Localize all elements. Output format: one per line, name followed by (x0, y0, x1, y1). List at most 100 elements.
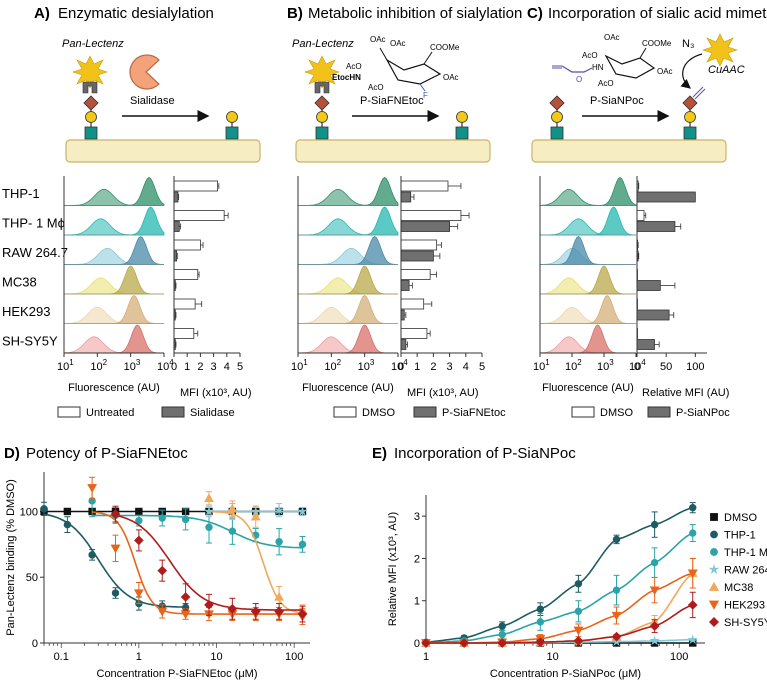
legend-marker-thp-1 (710, 530, 718, 539)
panel-d-header: D) Potency of P-SiaFNEtoc (4, 445, 188, 462)
bar-hek293-p-sianpoc (636, 309, 670, 321)
data-point-hek293 (110, 544, 121, 554)
legend-item-raw-264-7: RAW 264.7 (708, 563, 767, 577)
legend-swatch-p-sianpoc (647, 406, 671, 418)
bar-thp-1-m-dmso (400, 210, 462, 221)
data-point-hek293 (87, 484, 98, 493)
data-point-sh-sy5y (157, 565, 168, 576)
histogram-axis-label: Fluorescence (AU) (68, 382, 160, 394)
series-sh-sy5y (421, 591, 698, 648)
glycan-a-before (83, 95, 99, 140)
bar-thp-1-m-untreated (173, 210, 225, 221)
bar-sh-sy5y-untreated (173, 328, 195, 339)
legend-item-thp-1: THP-1 (710, 530, 756, 542)
bar-tick-label: 0 (634, 361, 640, 373)
bar-tick-label: 100 (686, 361, 704, 373)
legend-label-dmso: DMSO (724, 512, 757, 524)
cell-line-label-thp-1: THP-1 (2, 186, 40, 201)
data-point-raw-264-7 (687, 634, 698, 645)
panel-e-title: Incorporation of P-SiaNPoc (394, 445, 576, 462)
svg-text:AcO: AcO (598, 79, 614, 88)
glycan-c-after (682, 86, 706, 140)
cell-line-label-raw-264-7: RAW 264.7 (2, 245, 68, 260)
histogram-mc38-low (64, 277, 164, 295)
data-point-raw-264-7 (649, 635, 660, 646)
x-tick-label: 1 (423, 651, 429, 663)
legend-swatch-dmso-c (571, 406, 595, 418)
data-point-thp-1-m (275, 538, 283, 546)
data-point-sh-sy5y (134, 535, 144, 546)
legend-label-raw-264-7: RAW 264.7 (724, 565, 767, 577)
data-point-sh-sy5y (274, 606, 284, 617)
bar-chart-c: 0 50 100 (634, 176, 707, 373)
data-point-thp-1-m (498, 630, 506, 639)
histogram-sh-sy5y-high (298, 324, 398, 354)
legend-label-hek293: HEK293 (724, 600, 765, 612)
fit-line-thp-1-m (92, 514, 303, 549)
glycan-c-before (549, 95, 565, 140)
bar-mc38-untreated (173, 269, 199, 280)
bar-tick-label: 0 (171, 361, 177, 373)
svg-text:OAc: OAc (390, 39, 406, 48)
series-hek293 (87, 476, 308, 626)
bar-tick-label: 3 (211, 361, 217, 373)
bar-thp-1-p-siafnetoc (400, 191, 412, 203)
bar-thp-1-sialidase (173, 191, 179, 203)
panel-d-title: Potency of P-SiaFNEtoc (26, 445, 188, 462)
cell-line-label-thp-1-m: THP- 1 Mϕ (2, 216, 65, 231)
x-tick-label: 0.1 (54, 651, 69, 663)
reagent-label-b: P-SiaFNEtoc (360, 95, 424, 107)
svg-text:OAc: OAc (604, 33, 620, 42)
lectin-burst-icon (72, 55, 108, 94)
y-tick-label: 1 (414, 596, 420, 608)
panel-c-header: C) Incorporation of sialic acid mimetic (527, 5, 767, 22)
legend-swatch-sialidase (161, 406, 185, 418)
bar-sh-sy5y-p-siafnetoc (400, 339, 407, 350)
legend-label-dmso-c: DMSO (600, 407, 633, 419)
svg-text:AcO: AcO (346, 62, 362, 71)
histogram-hek293-high (64, 295, 164, 324)
histogram-tick-label: 103 (124, 358, 141, 373)
data-point-hek293 (157, 607, 168, 617)
bar-hek293-untreated (173, 298, 196, 310)
panel-b-title: Metabolic inhibition of sialylation (308, 5, 522, 22)
data-point-dmso (63, 507, 72, 516)
data-point-thp-1-m (181, 515, 190, 524)
histogram-mc38-low (298, 277, 398, 295)
legend-label-p-sianpoc: P-SiaNPoc (676, 407, 730, 419)
bar-tick-label: 4 (463, 361, 469, 373)
data-point-sh-sy5y (611, 631, 622, 642)
legend-label-sialidase: Sialidase (190, 407, 235, 419)
histogram-sh-sy5y-low (297, 336, 398, 354)
data-point-thp-1 (612, 535, 621, 544)
legend-label-dmso-b: DMSO (362, 407, 395, 419)
legend-label-mc38: MC38 (724, 582, 753, 594)
azide-label: N₃ (682, 38, 694, 50)
panel-a-title: Enzymatic desialylation (58, 5, 214, 22)
data-point-hek293 (573, 626, 584, 636)
bar-thp-1-untreated (173, 180, 218, 192)
data-point-thp-1 (498, 622, 506, 630)
bar-mc38-dmso (400, 269, 431, 280)
data-point-sh-sy5y (250, 606, 261, 617)
bar-tick-label: 3 (447, 361, 453, 373)
histogram-tick-label: 101 (57, 358, 74, 373)
histogram-mc38-low (539, 277, 636, 295)
bar-mc38-p-sianpoc (636, 280, 661, 291)
y-tick-label: 0 (414, 638, 420, 650)
svg-text:O: O (576, 75, 582, 84)
panel-c-label: C) (527, 5, 543, 22)
panel-d-label: D) (4, 445, 20, 462)
legend-marker-sh-sy5y (708, 616, 720, 628)
cell-line-label-hek293: HEK293 (2, 304, 50, 319)
histogram-tick-label: 103 (597, 358, 614, 373)
legend-swatch-untreated (57, 406, 81, 418)
cell-membrane-c (531, 139, 727, 163)
svg-text:EtocHN: EtocHN (332, 73, 361, 82)
svg-text:OAc: OAc (657, 67, 673, 76)
data-point-sh-sy5y (535, 637, 546, 647)
